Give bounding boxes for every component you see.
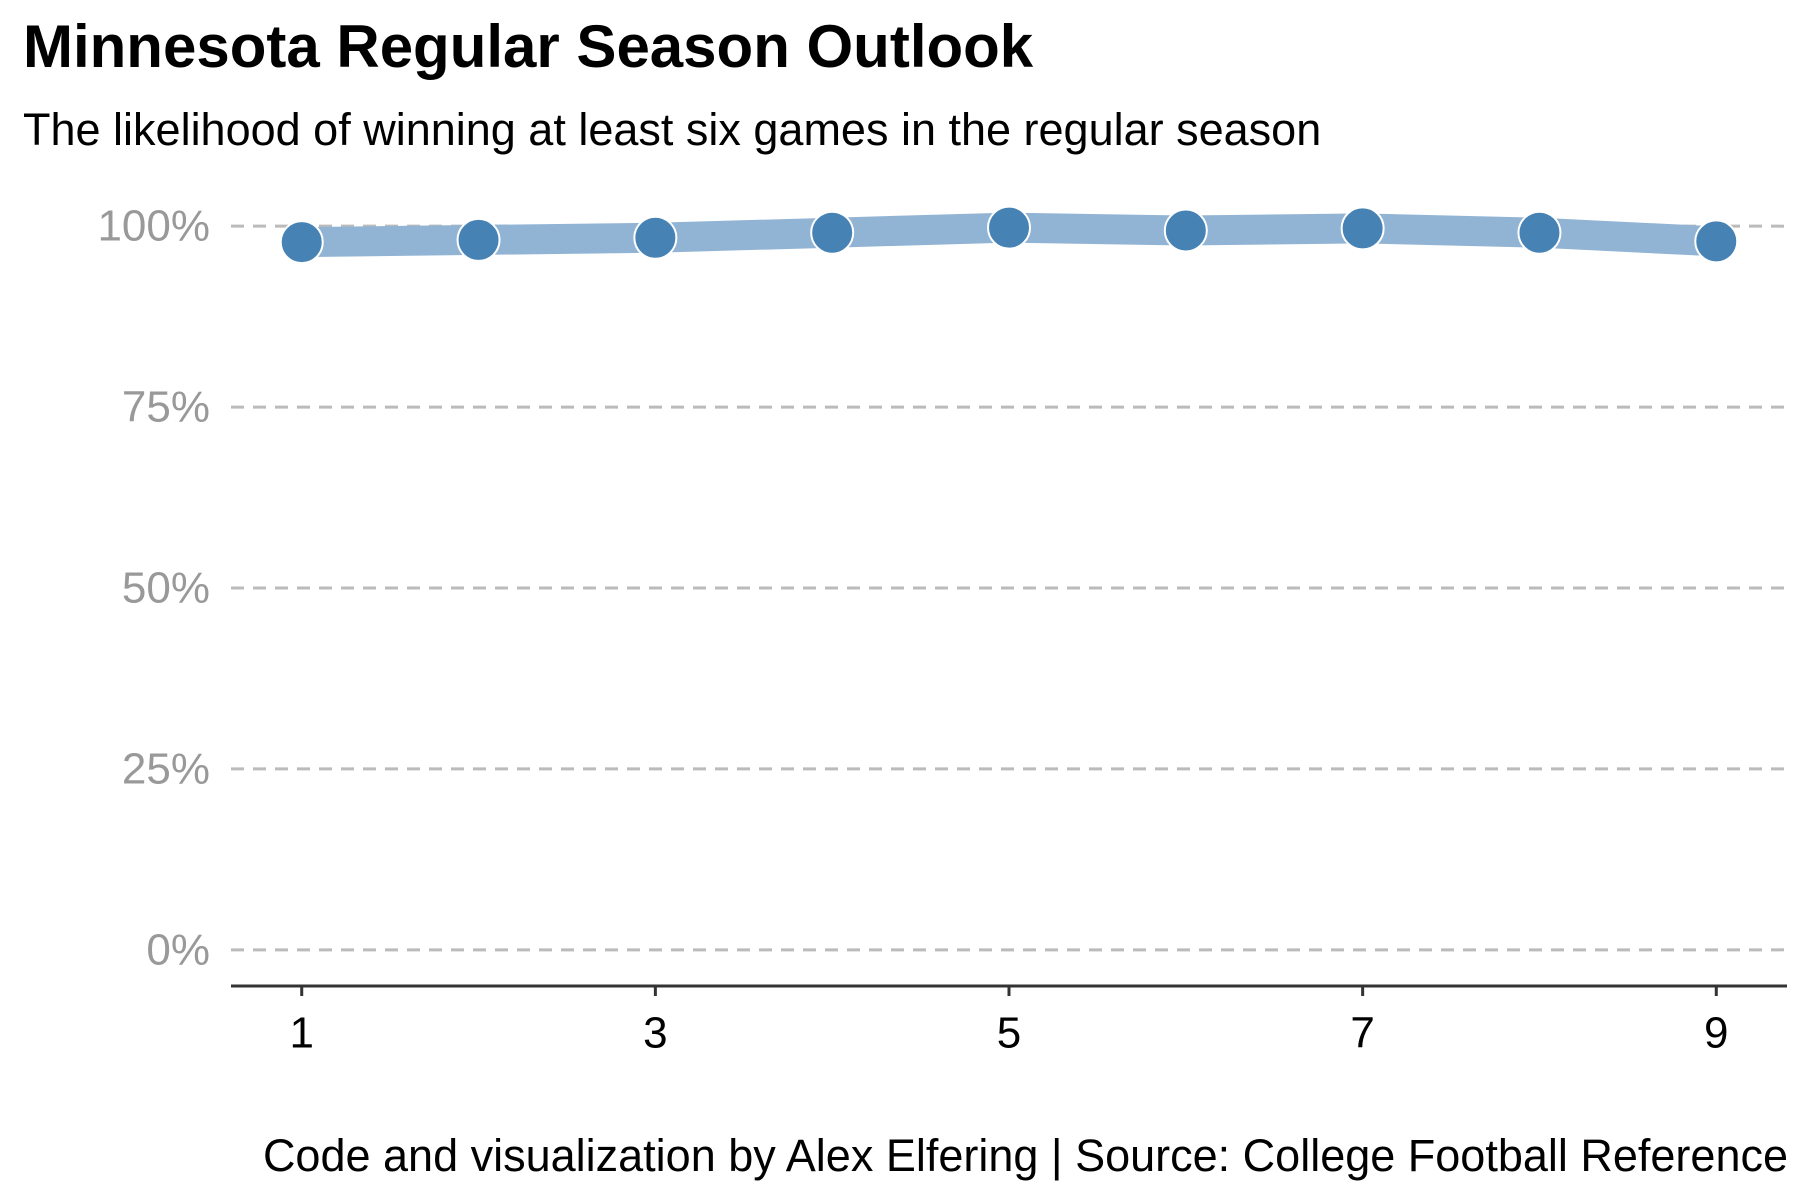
data-point-4 [810, 210, 855, 255]
x-tick-label-1: 1 [289, 1009, 313, 1058]
x-tick-label-7: 7 [1350, 1009, 1374, 1058]
data-points [279, 205, 1739, 265]
gridlines [231, 224, 1787, 952]
tick-labels: 0% 25% 50% 75% 100% 1 3 5 7 9 [97, 202, 1728, 1058]
data-point-6 [1163, 208, 1208, 253]
axes [231, 984, 1787, 996]
y-tick-label-0: 0% [146, 925, 210, 974]
y-tick-label-100: 100% [97, 202, 210, 251]
x-tick-label-3: 3 [643, 1009, 667, 1058]
y-tick-label-50: 50% [122, 564, 210, 613]
y-tick-label-75: 75% [122, 383, 210, 432]
x-tick-label-5: 5 [997, 1009, 1021, 1058]
chart-subtitle: The likelihood of winning at least six g… [23, 104, 1322, 155]
data-point-1 [279, 220, 324, 265]
data-point-8 [1517, 210, 1562, 255]
y-tick-label-25: 25% [122, 744, 210, 793]
data-point-2 [456, 217, 501, 262]
data-point-5 [987, 205, 1031, 250]
data-point-7 [1340, 206, 1385, 251]
chart-title: Minnesota Regular Season Outlook [23, 13, 1034, 80]
chart-caption: Code and visualization by Alex Elfering … [262, 1130, 1788, 1181]
data-point-3 [633, 215, 678, 260]
x-tick-label-9: 9 [1704, 1009, 1728, 1058]
data-point-9 [1694, 219, 1739, 264]
